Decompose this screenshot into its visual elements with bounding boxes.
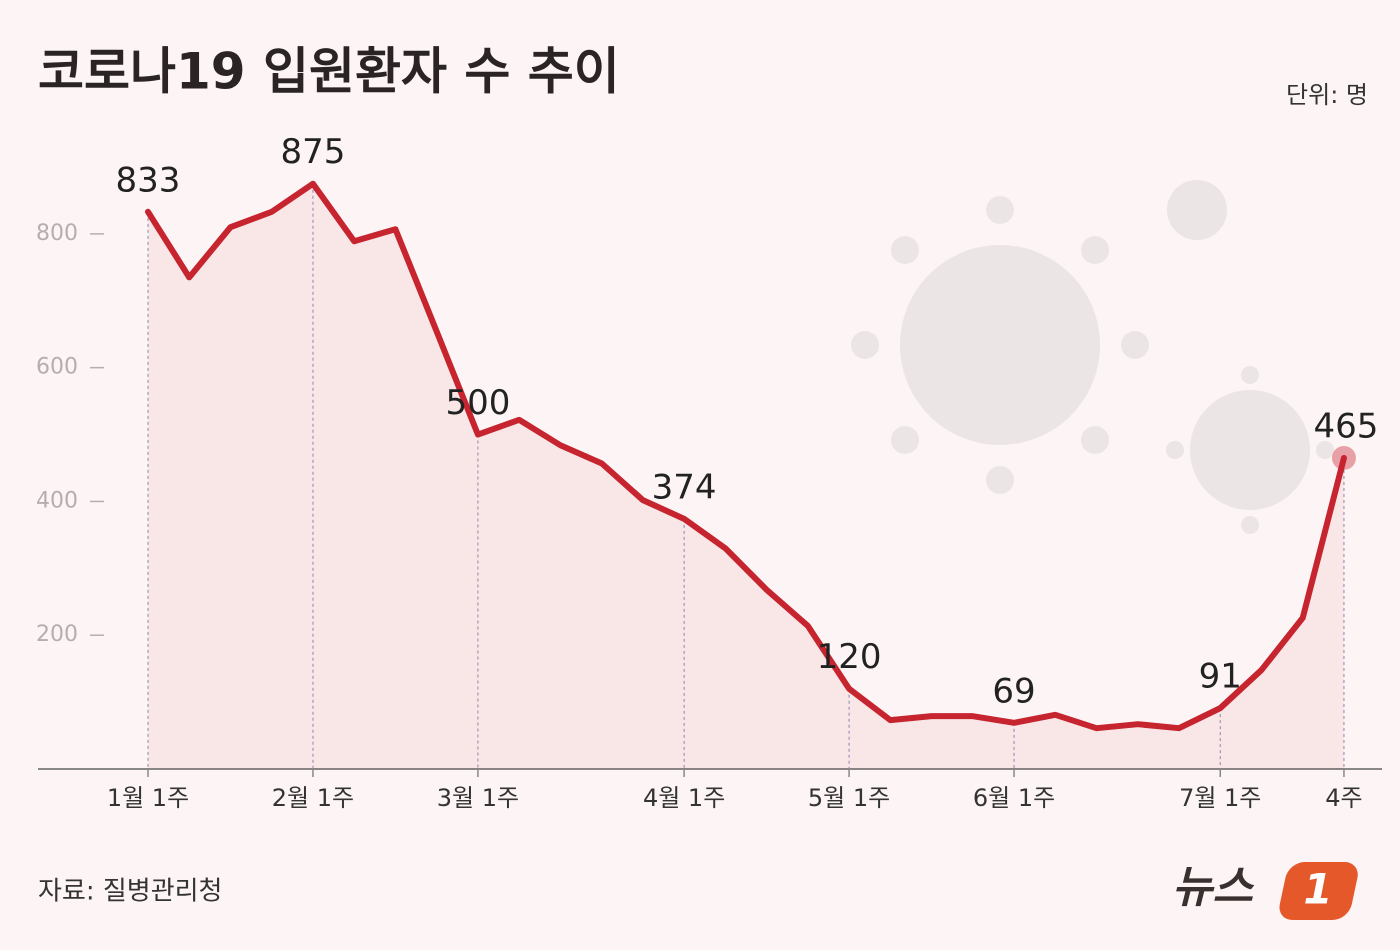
- value-label: 833: [116, 160, 181, 200]
- end-point: [1331, 445, 1356, 470]
- virus-decoration: [851, 180, 1334, 534]
- logo-badge: [1279, 862, 1358, 920]
- x-tick-label: 5월 1주: [808, 784, 890, 812]
- x-tick-label: 4주: [1325, 784, 1362, 812]
- x-tick-label: 7월 1주: [1179, 784, 1261, 812]
- value-label: 465: [1314, 406, 1379, 446]
- logo-text: 뉴스: [1172, 862, 1254, 913]
- logo-badge-text: 1: [1303, 865, 1332, 914]
- x-tick-label: 3월 1주: [437, 784, 519, 812]
- line: [145, 180, 1347, 732]
- value-label: 374: [652, 467, 717, 507]
- y-tick-label: 400: [36, 488, 78, 513]
- y-tick-label: 800: [36, 221, 78, 246]
- x-tick-label: 1월 1주: [107, 784, 189, 812]
- x-tick-label: 6월 1주: [973, 784, 1055, 812]
- value-label: 91: [1199, 657, 1242, 697]
- x-tick-label: 4월 1주: [643, 784, 725, 812]
- source: 자료: 질병관리청: [38, 877, 222, 907]
- chart-title: 코로나19 입원환자 수 추이: [38, 43, 620, 101]
- unit-label: 단위: 명: [1286, 81, 1368, 109]
- x-tick-label: 2월 1주: [272, 784, 354, 812]
- value-label: 69: [992, 671, 1035, 711]
- value-label: 120: [817, 637, 882, 677]
- y-tick-label: 200: [36, 622, 78, 647]
- value-label: 875: [281, 132, 346, 172]
- area-fill: [148, 183, 1344, 769]
- y-tick-label: 600: [36, 355, 78, 380]
- value-label: 500: [445, 383, 510, 423]
- logo: 뉴스 1: [1172, 862, 1358, 920]
